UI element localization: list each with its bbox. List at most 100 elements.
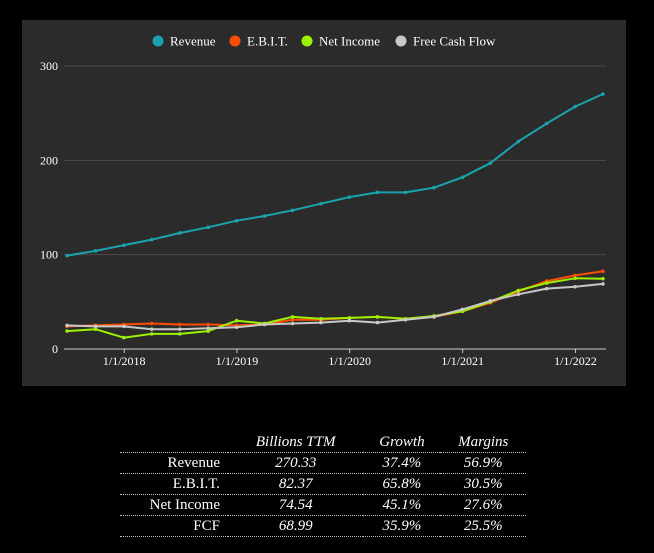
legend-label: E.B.I.T. <box>247 34 288 49</box>
legend-item: Free Cash Flow <box>395 34 496 49</box>
data-point-net-income <box>375 315 380 319</box>
data-point-free-cash-flow <box>319 320 323 325</box>
x-tick-label: 1/1/2021 <box>441 354 484 368</box>
x-tick-label: 1/1/2019 <box>216 354 259 368</box>
legend-item: Revenue <box>152 34 216 49</box>
data-point-free-cash-flow <box>544 286 549 291</box>
data-point-revenue <box>573 104 577 109</box>
legend-swatch <box>301 35 313 47</box>
series-line-revenue <box>66 93 604 257</box>
data-point-free-cash-flow <box>488 299 492 303</box>
data-point-revenue <box>432 185 436 190</box>
data-point-net-income <box>601 276 605 281</box>
data-point-net-income <box>206 329 211 333</box>
data-point-net-income <box>516 288 521 293</box>
data-point-revenue <box>65 253 69 258</box>
data-point-revenue <box>319 201 323 206</box>
data-point-revenue <box>403 190 408 195</box>
row-growth: 65.8% <box>363 473 441 495</box>
data-point-free-cash-flow <box>375 320 380 325</box>
data-point-net-income <box>573 276 577 281</box>
data-point-free-cash-flow <box>290 321 295 326</box>
data-point-free-cash-flow <box>149 327 154 331</box>
legend-swatch <box>152 35 164 47</box>
header-margins: Margins <box>440 432 526 453</box>
row-margin: 56.9% <box>440 452 526 474</box>
data-point-revenue <box>206 225 211 230</box>
data-point-revenue <box>122 243 126 248</box>
table-row-fcf: FCF 68.99 35.9% 25.5% <box>120 515 526 537</box>
legend-swatch <box>395 35 407 47</box>
data-point-e-b-i-t <box>206 322 211 327</box>
data-point-free-cash-flow <box>460 307 465 312</box>
row-margin: 27.6% <box>440 494 526 516</box>
series-lines <box>65 92 605 340</box>
data-point-net-income <box>65 329 69 333</box>
header-growth: Growth <box>363 432 441 453</box>
y-tick-label: 300 <box>40 59 58 73</box>
chart-panel: 0 100 200 300 1/1/2018 1/1/2019 1/1/2020 1/1/2… <box>22 20 626 386</box>
legend-label: Net Income <box>319 34 380 49</box>
row-growth: 45.1% <box>363 494 441 516</box>
row-margin: 30.5% <box>440 473 526 495</box>
legend-swatch <box>229 35 241 47</box>
row-ttm: 270.33 <box>228 452 364 474</box>
data-point-free-cash-flow <box>516 292 521 297</box>
legend-label: Revenue <box>170 34 216 49</box>
data-point-e-b-i-t <box>290 317 295 322</box>
data-point-e-b-i-t <box>601 269 605 274</box>
data-point-revenue <box>516 139 521 144</box>
data-point-revenue <box>234 218 239 223</box>
grid-lines <box>64 65 606 350</box>
table-row-revenue: Revenue 270.33 37.4% 56.9% <box>120 452 526 474</box>
data-point-revenue <box>149 237 154 242</box>
series-line-net-income <box>67 277 603 339</box>
legend-label: Free Cash Flow <box>413 34 496 49</box>
data-point-net-income <box>544 281 549 285</box>
legend-item: E.B.I.T. <box>229 34 288 49</box>
data-point-revenue <box>375 190 380 195</box>
data-point-net-income <box>319 317 323 321</box>
data-point-revenue <box>347 195 352 199</box>
row-label: FCF <box>120 515 228 537</box>
data-point-revenue <box>178 231 182 235</box>
data-point-free-cash-flow <box>206 326 211 331</box>
data-point-revenue <box>290 208 295 213</box>
data-point-revenue <box>601 92 605 96</box>
data-point-net-income <box>347 316 352 320</box>
row-label: Net Income <box>120 494 228 516</box>
x-tick-label: 1/1/2022 <box>554 354 597 368</box>
x-tick-label: 1/1/2020 <box>328 354 371 368</box>
data-point-free-cash-flow <box>178 327 182 331</box>
data-point-free-cash-flow <box>65 323 69 328</box>
data-point-free-cash-flow <box>262 322 267 327</box>
data-point-e-b-i-t <box>573 273 577 278</box>
data-point-net-income <box>178 332 182 336</box>
y-axis-ticks: 0 100 200 300 <box>40 59 58 356</box>
header-billions-ttm: Billions TTM <box>228 432 364 453</box>
header-blank <box>120 432 228 453</box>
series-line-free-cash-flow <box>67 282 604 331</box>
data-point-revenue <box>93 249 98 253</box>
data-point-e-b-i-t <box>178 322 182 327</box>
data-point-free-cash-flow <box>573 284 577 289</box>
y-tick-label: 200 <box>40 153 58 167</box>
data-point-revenue <box>460 175 465 180</box>
data-point-e-b-i-t <box>149 321 154 326</box>
x-axis-ticks: 1/1/2018 1/1/2019 1/1/2020 1/1/2021 1/1/2022 <box>103 349 597 368</box>
data-point-free-cash-flow <box>601 282 605 286</box>
data-point-free-cash-flow <box>122 324 126 329</box>
data-point-free-cash-flow <box>234 325 239 330</box>
row-growth: 35.9% <box>363 515 441 537</box>
stats-table: Billions TTM Growth Margins Revenue 270.… <box>120 432 526 537</box>
row-ttm: 68.99 <box>228 515 364 537</box>
data-point-free-cash-flow <box>403 317 408 322</box>
row-growth: 37.4% <box>363 452 441 474</box>
data-point-net-income <box>290 315 295 319</box>
table-row-ebit: E.B.I.T. 82.37 65.8% 30.5% <box>120 473 526 495</box>
data-point-free-cash-flow <box>347 318 352 323</box>
y-tick-label: 0 <box>52 342 58 356</box>
x-tick-label: 1/1/2018 <box>103 354 146 368</box>
row-label: Revenue <box>120 452 228 474</box>
data-point-net-income <box>93 327 98 331</box>
